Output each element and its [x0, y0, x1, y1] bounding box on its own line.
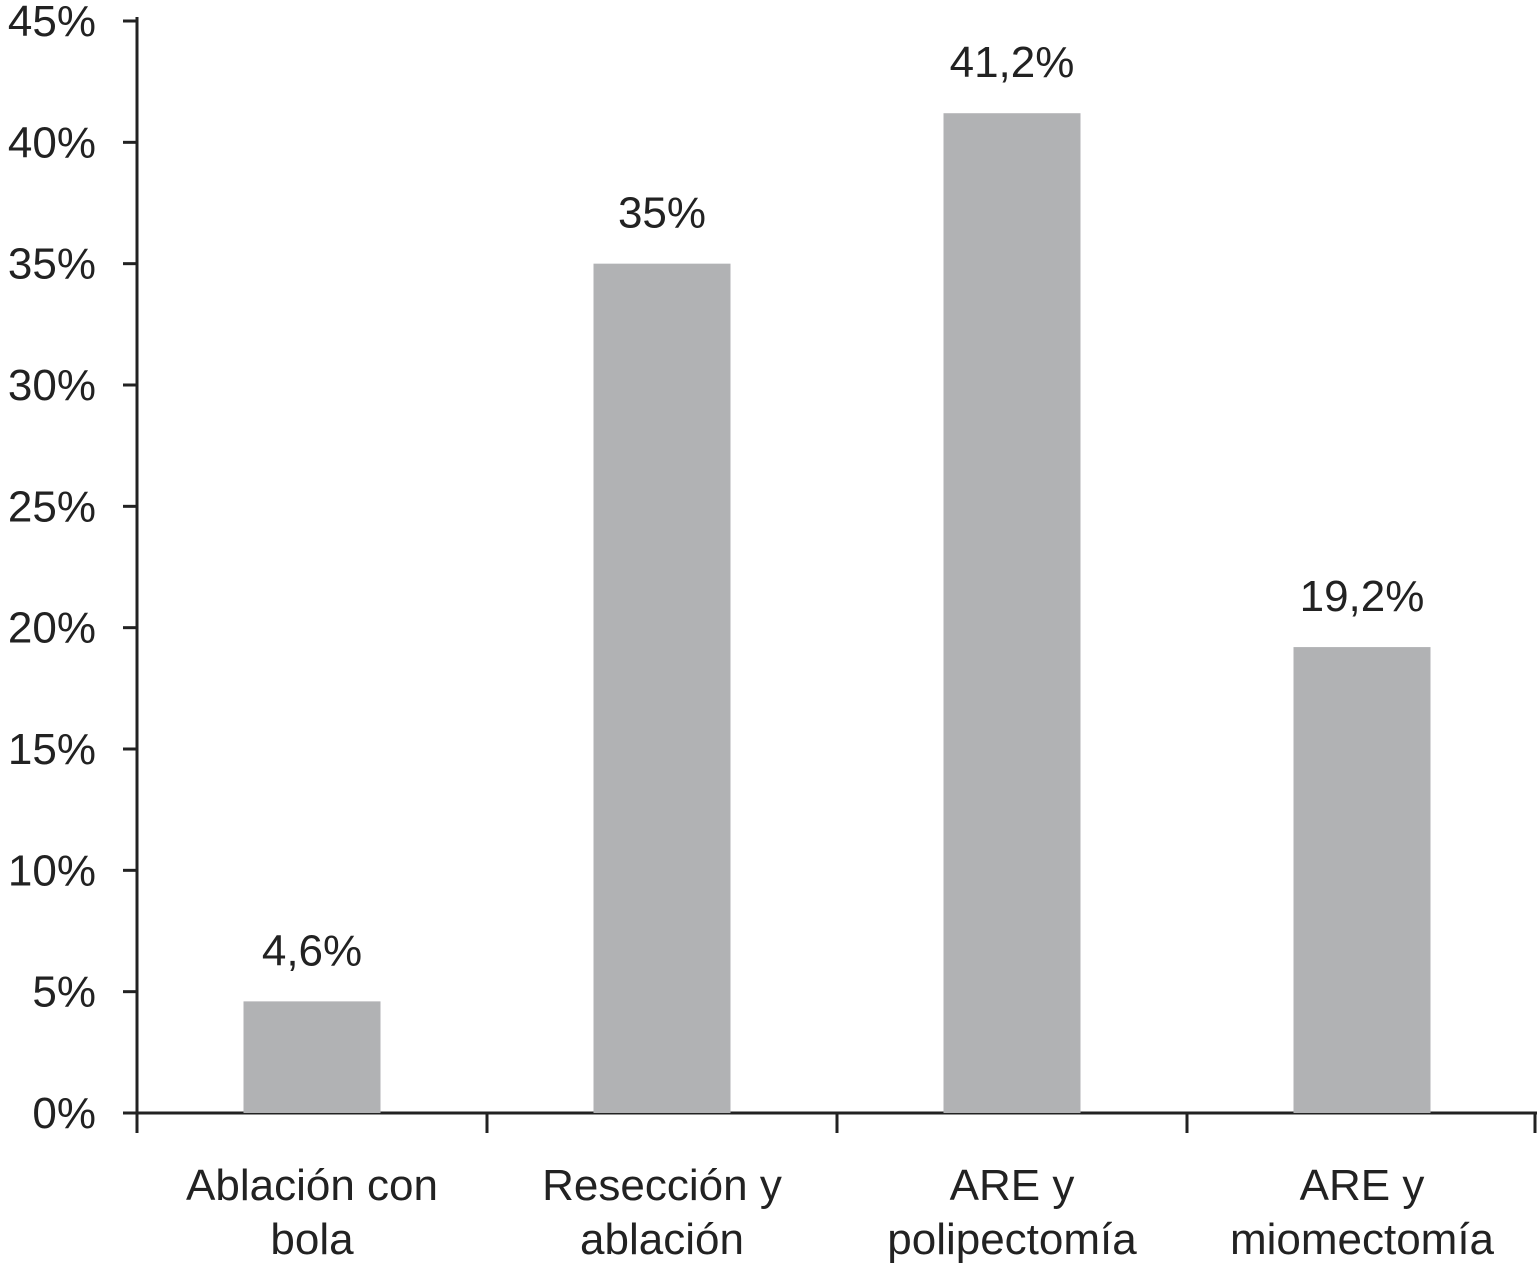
y-tick-label: 35% — [8, 240, 96, 289]
data-label: 4,6% — [262, 926, 362, 975]
category-label-line: Ablación con — [186, 1161, 438, 1210]
y-tick-label: 0% — [32, 1089, 96, 1138]
category-label-line: polipectomía — [887, 1215, 1137, 1264]
data-label: 19,2% — [1300, 572, 1425, 621]
y-tick-label: 40% — [8, 118, 96, 167]
y-tick-label: 10% — [8, 846, 96, 895]
category-label-line: ARE y — [1300, 1161, 1425, 1210]
category-label-line: miomectomía — [1230, 1215, 1495, 1264]
bar — [593, 263, 731, 1114]
y-axis-ticks: 0% 5% 10% 15% 20% 25% 30% 35% 40% 45% — [8, 0, 137, 1138]
category-label: Resección y ablación — [542, 1161, 782, 1264]
bar — [943, 113, 1081, 1114]
y-tick-label: 5% — [32, 968, 96, 1017]
category-label-line: Resección y — [542, 1161, 782, 1210]
y-tick-label: 20% — [8, 604, 96, 653]
bar — [243, 1001, 381, 1113]
category-label-line: bola — [270, 1215, 354, 1264]
data-label: 35% — [618, 189, 706, 238]
y-tick-label: 30% — [8, 361, 96, 410]
category-label: ARE y miomectomía — [1230, 1161, 1495, 1264]
y-tick-label: 45% — [8, 0, 96, 46]
category-label: ARE y polipectomía — [887, 1161, 1137, 1264]
data-labels: 4,6% 35% 41,2% 19,2% — [262, 38, 1425, 975]
y-tick-label: 25% — [8, 482, 96, 531]
category-labels: Ablación con bola Resección y ablación ARE y… — [186, 1161, 1495, 1264]
category-label: Ablación con bola — [186, 1161, 438, 1264]
category-label-line: ARE y — [950, 1161, 1075, 1210]
bar — [1293, 647, 1431, 1113]
data-label: 41,2% — [950, 38, 1075, 87]
category-label-line: ablación — [580, 1215, 744, 1264]
bars — [243, 113, 1431, 1114]
y-tick-label: 15% — [8, 725, 96, 774]
